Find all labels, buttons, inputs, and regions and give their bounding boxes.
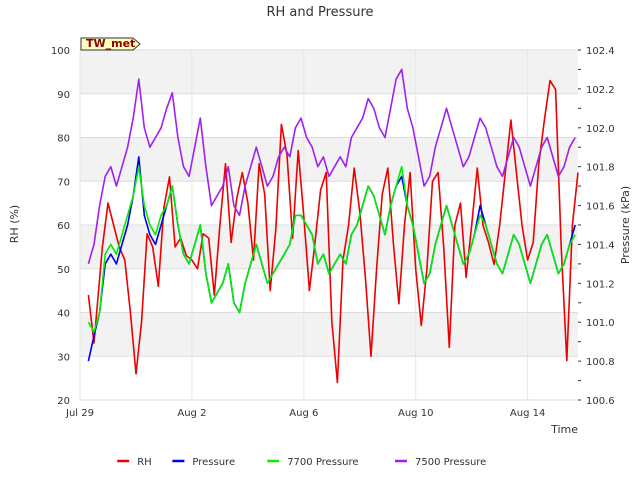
y-right-tick-label: 101.4: [586, 240, 615, 251]
x-tick-label: Aug 14: [510, 408, 545, 419]
x-tick-label: Aug 6: [289, 408, 318, 419]
grid-band: [80, 50, 578, 94]
y-right-tick-label: 101.0: [586, 318, 615, 329]
series-line-7700-pressure: [87, 165, 576, 333]
y-right-tick-label: 101.2: [586, 279, 615, 290]
x-ticks: Jul 29 Aug 2 Aug 6 Aug 10 Aug 14: [65, 408, 545, 419]
y-right-axis-label: Pressure (kPa): [619, 186, 632, 264]
y-right-tick-label: 102.2: [586, 85, 615, 96]
x-tick-label: Aug 2: [177, 408, 206, 419]
y-left-tick-label: 50: [57, 265, 70, 276]
series-line-7500-pressure: [87, 68, 576, 265]
station-badge: TW_met: [80, 37, 141, 51]
y-left-tick-label: 20: [57, 396, 70, 407]
x-tick-label: Aug 10: [398, 408, 433, 419]
y-right-ticks: 100.6 100.8 101.0 101.2 101.4 101.6 101.8 102.0…: [578, 46, 615, 407]
legend-label-pressure: Pressure: [192, 457, 235, 468]
legend-label-rh: RH: [137, 457, 151, 468]
y-left-tick-label: 30: [57, 352, 70, 363]
legend: RH Pressure 7700 Pressure 7500 Pressure: [117, 457, 486, 468]
y-left-tick-label: 70: [57, 177, 70, 188]
y-left-axis-label: RH (%): [8, 205, 21, 243]
x-tick-label: Jul 29: [65, 408, 94, 419]
y-left-ticks: 20 30 40 50 60 70 80 90 100: [51, 46, 70, 407]
y-right-tick-label: 102.0: [586, 124, 615, 135]
y-right-tick-label: 100.6: [586, 396, 615, 407]
y-left-tick-label: 100: [51, 46, 70, 57]
series-layer: [87, 68, 579, 384]
legend-label-7700-pressure: 7700 Pressure: [287, 457, 358, 468]
x-axis-label: Time: [550, 423, 578, 436]
y-left-tick-label: 90: [57, 90, 70, 101]
chart-title: RH and Pressure: [266, 5, 373, 20]
y-right-tick-label: 100.8: [586, 357, 615, 368]
legend-label-7500-pressure: 7500 Pressure: [415, 457, 486, 468]
y-right-tick-label: 101.6: [586, 202, 615, 213]
grid-lines: [79, 49, 578, 401]
y-right-tick-label: 101.8: [586, 163, 615, 174]
grid-band: [80, 312, 578, 357]
y-left-tick-label: 80: [57, 134, 70, 145]
y-left-tick-label: 40: [57, 309, 70, 320]
y-left-tick-label: 60: [57, 221, 70, 232]
series-line-rh: [87, 79, 579, 384]
y-right-tick-label: 102.4: [586, 46, 615, 57]
station-badge-label: TW_met: [86, 37, 135, 50]
